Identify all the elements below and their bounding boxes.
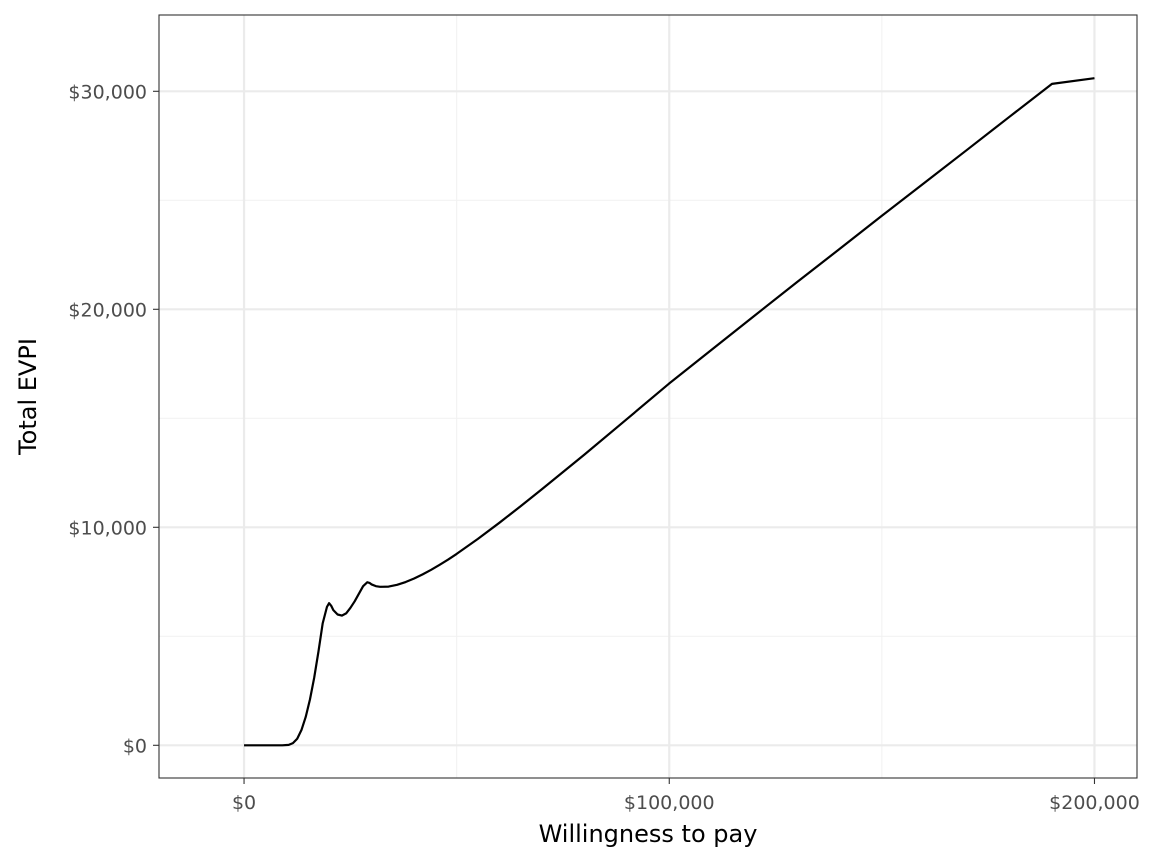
x-axis-title: Willingness to pay	[539, 820, 758, 848]
x-tick-label: $0	[232, 792, 256, 814]
y-tick-label: $10,000	[68, 517, 147, 539]
panel-border	[158, 14, 1138, 779]
y-axis-title: Total EVPI	[14, 338, 42, 456]
x-axis-ticks: $0 $100,000 $200,000	[232, 778, 1140, 814]
minor-gridlines	[159, 15, 1137, 778]
y-tick-label: $20,000	[68, 299, 147, 321]
y-axis-ticks: $0 $10,000 $20,000 $30,000	[68, 81, 159, 757]
x-tick-label: $100,000	[624, 792, 715, 814]
x-tick-label: $200,000	[1049, 792, 1140, 814]
y-tick-label: $30,000	[68, 81, 147, 103]
y-tick-label: $0	[123, 735, 147, 757]
major-gridlines	[159, 15, 1137, 778]
evpi-line	[244, 77, 1095, 747]
